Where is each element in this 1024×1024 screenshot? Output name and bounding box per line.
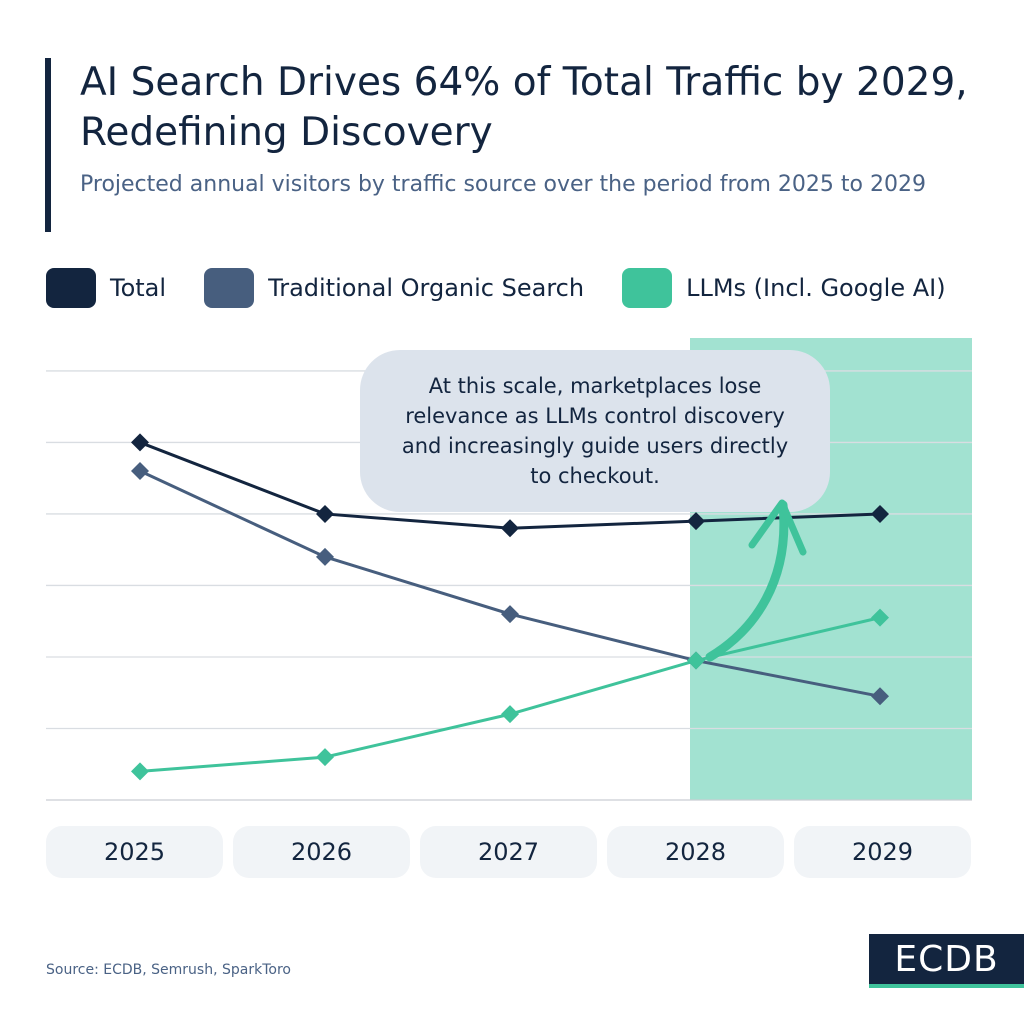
chart-subtitle: Projected annual visitors by traffic sou… [80, 172, 926, 197]
data-point-0-2025 [131, 433, 149, 452]
x-tick-label: 2029 [794, 826, 971, 878]
legend-swatch [622, 268, 673, 308]
legend: Total Traditional Organic Search LLMs (I… [46, 268, 984, 308]
data-point-0-2029 [871, 504, 889, 523]
ecdb-logo: ECDB [869, 934, 1024, 988]
data-point-2-2026 [316, 748, 334, 767]
data-point-2-2025 [131, 762, 149, 781]
data-point-2-2029 [871, 608, 889, 627]
data-point-0-2028 [687, 512, 705, 531]
annotation-bubble: At this scale, marketplaces lose relevan… [360, 350, 830, 512]
source-note: Source: ECDB, Semrush, SparkToro [46, 962, 291, 978]
legend-item-total: Total [46, 268, 166, 308]
data-point-0-2026 [316, 504, 334, 523]
x-tick-label: 2026 [233, 826, 410, 878]
title-accent-bar [45, 58, 51, 232]
legend-item-llm: LLMs (Incl. Google AI) [622, 268, 946, 308]
data-point-1-2026 [316, 547, 334, 566]
legend-swatch [204, 268, 255, 308]
x-axis-labels: 2025 2026 2027 2028 2029 [46, 826, 971, 878]
data-point-1-2027 [501, 605, 519, 624]
legend-item-organic: Traditional Organic Search [204, 268, 584, 308]
data-point-2-2027 [501, 705, 519, 724]
x-tick-label: 2028 [607, 826, 784, 878]
data-point-1-2025 [131, 462, 149, 481]
chart-title: AI Search Drives 64% of Total Traffic by… [80, 60, 968, 155]
data-point-2-2028 [687, 651, 705, 670]
data-point-1-2029 [871, 687, 889, 706]
legend-label: Traditional Organic Search [268, 274, 585, 302]
legend-label: Total [110, 274, 167, 302]
legend-label: LLMs (Incl. Google AI) [686, 274, 946, 302]
x-tick-label: 2025 [46, 826, 223, 878]
data-point-0-2027 [501, 519, 519, 538]
x-tick-label: 2027 [420, 826, 597, 878]
legend-swatch [46, 268, 96, 308]
